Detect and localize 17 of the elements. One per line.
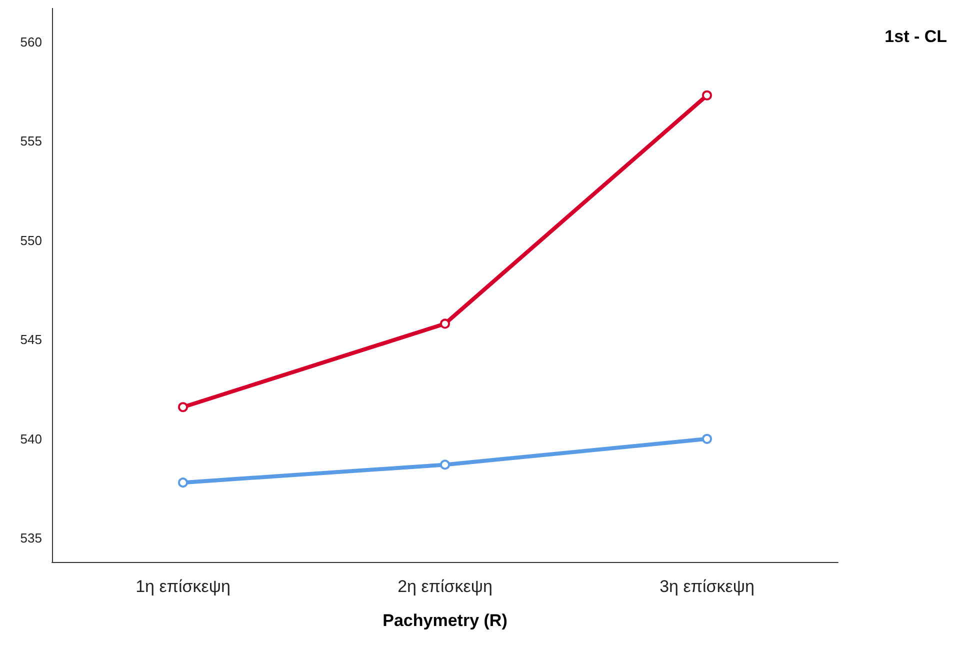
point — [702, 90, 712, 100]
x-tick-label: 1η επίσκεψη — [136, 577, 230, 596]
point — [440, 318, 450, 329]
y-tick-label: 555 — [20, 134, 42, 149]
point — [178, 478, 188, 488]
point — [702, 434, 712, 444]
y-tick-label: 540 — [20, 431, 42, 446]
y-tick-label: 560 — [20, 34, 42, 50]
y-tick-label: 535 — [20, 530, 42, 546]
y-tick-label: 545 — [20, 332, 42, 348]
y-tick-label: 550 — [20, 232, 42, 248]
x-tick-label: 2η επίσκεψη — [398, 577, 492, 596]
x-axis-title: Pachymetry (R) — [382, 611, 508, 630]
legend-title: 1st - CL — [884, 27, 948, 46]
x-tick-label: 3η επίσκεψη — [660, 577, 754, 596]
point — [178, 402, 188, 412]
point — [440, 460, 450, 470]
